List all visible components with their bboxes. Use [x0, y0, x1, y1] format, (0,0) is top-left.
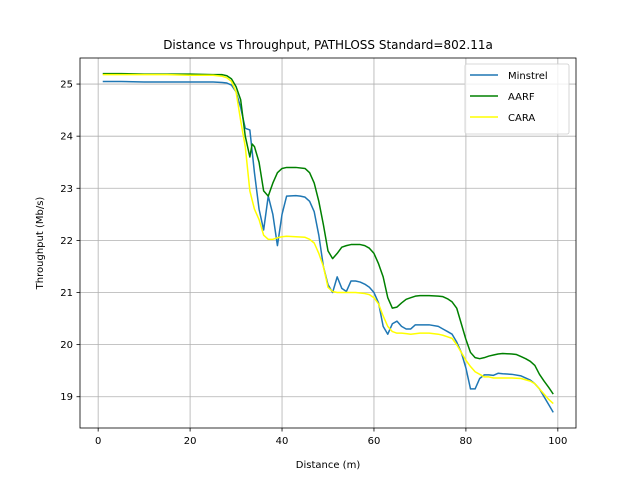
- grid: [80, 58, 576, 428]
- chart-title: Distance vs Throughput, PATHLOSS Standar…: [163, 38, 493, 52]
- legend: Minstrel AARF CARA: [464, 63, 570, 135]
- y-tick-label: 21: [60, 288, 73, 299]
- x-tick-label: 40: [276, 436, 289, 447]
- y-tick-label: 23: [60, 184, 73, 195]
- y-tick-label: 25: [60, 80, 73, 91]
- legend-label-aarf: AARF: [508, 92, 535, 103]
- x-tick-label: 80: [460, 436, 473, 447]
- series-line-minstrel: [102, 80, 554, 413]
- x-tick-label: 0: [95, 436, 101, 447]
- x-tick-label: 20: [184, 436, 197, 447]
- x-axis: 0 20 40 60 80 100: [95, 428, 567, 447]
- series-line-cara: [102, 73, 554, 405]
- y-tick-label: 20: [60, 340, 73, 351]
- y-tick-label: 24: [60, 132, 73, 143]
- y-tick-label: 19: [60, 392, 73, 403]
- x-tick-label: 60: [368, 436, 381, 447]
- y-axis: 19 20 21 22 23 24 25: [60, 80, 80, 403]
- x-tick-label: 100: [548, 436, 567, 447]
- x-axis-label: Distance (m): [296, 460, 361, 471]
- plot-frame: [79, 57, 577, 429]
- y-axis-label: Throughput (Mb/s): [35, 197, 46, 291]
- series-line-aarf: [102, 72, 554, 395]
- legend-label-cara: CARA: [508, 113, 535, 124]
- y-tick-label: 22: [60, 236, 73, 247]
- series-layer: [102, 72, 554, 413]
- legend-label-minstrel: Minstrel: [508, 71, 548, 82]
